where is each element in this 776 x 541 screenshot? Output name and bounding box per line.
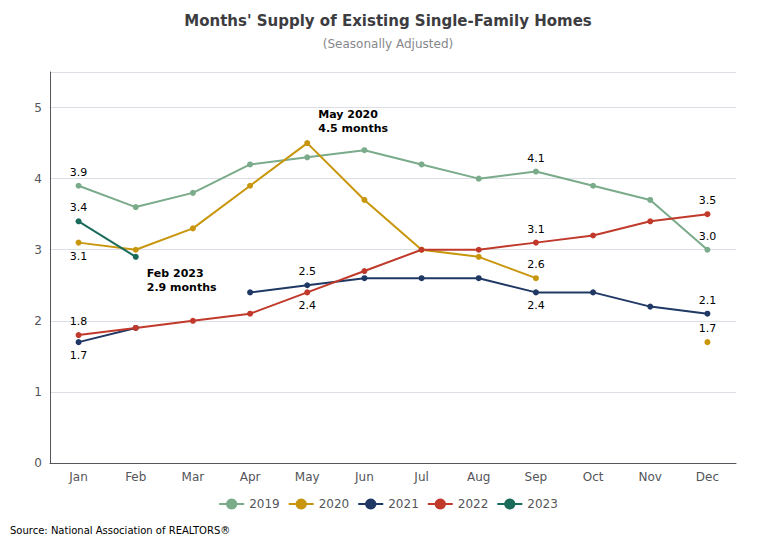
svg-text:2.4: 2.4 <box>527 299 545 312</box>
svg-text:2.1: 2.1 <box>699 294 717 307</box>
svg-text:2022: 2022 <box>458 497 489 511</box>
svg-text:4.1: 4.1 <box>527 152 545 165</box>
svg-text:Source: National Association o: Source: National Association of REALTORS… <box>10 525 230 536</box>
svg-text:2.5: 2.5 <box>299 265 317 278</box>
svg-text:1.7: 1.7 <box>699 322 717 335</box>
svg-text:May 2020: May 2020 <box>318 108 378 121</box>
svg-text:Oct: Oct <box>583 470 604 484</box>
svg-text:Feb: Feb <box>125 470 146 484</box>
svg-text:2.6: 2.6 <box>527 258 545 271</box>
svg-text:2: 2 <box>34 314 42 328</box>
svg-text:2021: 2021 <box>388 497 419 511</box>
svg-text:Sep: Sep <box>525 470 548 484</box>
svg-text:Jun: Jun <box>354 470 374 484</box>
svg-text:2023: 2023 <box>527 497 558 511</box>
svg-text:Nov: Nov <box>639 470 662 484</box>
svg-text:Months' Supply of Existing Sin: Months' Supply of Existing Single-Family… <box>184 12 592 30</box>
svg-text:4.5 months: 4.5 months <box>318 122 388 135</box>
svg-text:1.8: 1.8 <box>70 315 88 328</box>
svg-text:Aug: Aug <box>467 470 490 484</box>
svg-text:3.0: 3.0 <box>699 230 717 243</box>
svg-text:May: May <box>295 470 320 484</box>
svg-text:3.1: 3.1 <box>70 250 88 263</box>
svg-text:0: 0 <box>34 456 42 470</box>
svg-text:2.4: 2.4 <box>299 299 317 312</box>
svg-text:1.7: 1.7 <box>70 349 88 362</box>
svg-text:Mar: Mar <box>182 470 205 484</box>
svg-text:1: 1 <box>34 385 42 399</box>
svg-text:Dec: Dec <box>696 470 719 484</box>
svg-text:4: 4 <box>34 172 42 186</box>
svg-text:2.9 months: 2.9 months <box>147 281 217 294</box>
svg-text:5: 5 <box>34 101 42 115</box>
svg-text:2019: 2019 <box>249 497 280 511</box>
svg-text:3: 3 <box>34 243 42 257</box>
svg-text:Apr: Apr <box>240 470 261 484</box>
svg-text:3.1: 3.1 <box>527 223 545 236</box>
svg-text:(Seasonally Adjusted): (Seasonally Adjusted) <box>323 37 453 51</box>
svg-text:Jan: Jan <box>68 470 88 484</box>
svg-text:2020: 2020 <box>319 497 350 511</box>
svg-text:3.4: 3.4 <box>70 201 88 214</box>
svg-text:Jul: Jul <box>413 470 428 484</box>
svg-text:3.5: 3.5 <box>699 194 717 207</box>
svg-text:3.9: 3.9 <box>70 166 88 179</box>
svg-text:Feb 2023: Feb 2023 <box>147 267 204 280</box>
